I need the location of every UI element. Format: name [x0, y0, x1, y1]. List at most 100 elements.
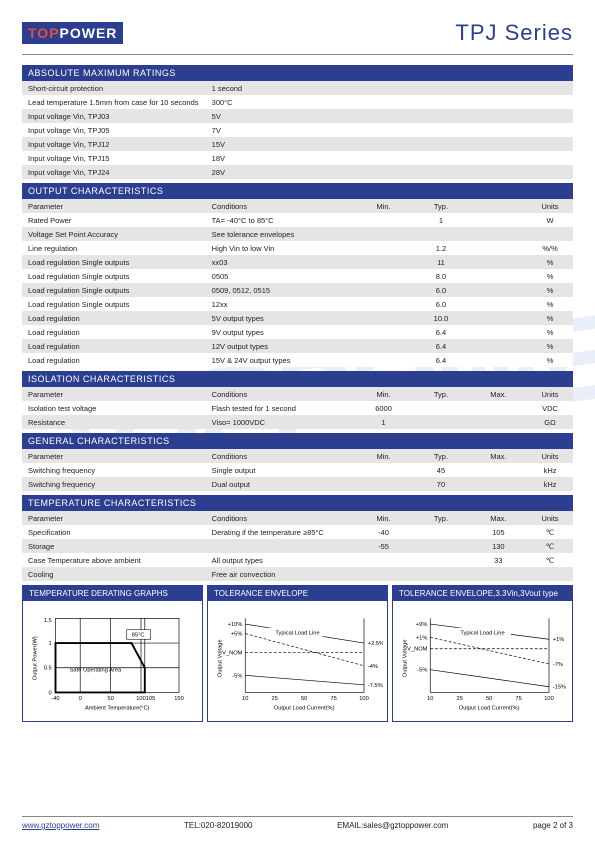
table-header-cell: Min.	[355, 387, 412, 401]
table-cell: Line regulation	[22, 241, 206, 255]
table-cell: ℃	[527, 553, 573, 567]
table-cell: -55	[355, 539, 412, 553]
logo-power: POWER	[60, 25, 118, 41]
svg-text:50: 50	[486, 696, 492, 702]
table-cell: GΩ	[527, 415, 573, 429]
table-header-cell: Units	[527, 199, 573, 213]
table-cell: Resistance	[22, 415, 206, 429]
table-cell: ℃	[527, 525, 573, 539]
table-cell	[355, 297, 412, 311]
table-cell: %	[527, 283, 573, 297]
svg-text:+5%: +5%	[231, 631, 243, 637]
table-cell	[355, 241, 412, 255]
table-row: Storage -55 130℃	[22, 539, 573, 553]
table-row: Isolation test voltageFlash tested for 1…	[22, 401, 573, 415]
table-row: Input voltage Vin, TPJ057V	[22, 123, 573, 137]
svg-text:-5%: -5%	[232, 673, 242, 679]
table-cell	[355, 477, 412, 491]
table-header-cell: Units	[527, 449, 573, 463]
table-cell: Derating if the temperature ≥85°C	[206, 525, 355, 539]
table-cell: Input voltage Vin, TPJ24	[22, 165, 206, 179]
table-row: Case Temperature above ambientAll output…	[22, 553, 573, 567]
table-cell: Viso= 1000VDC	[206, 415, 355, 429]
svg-text:Output Voltage: Output Voltage	[403, 639, 409, 677]
table-cell	[355, 553, 412, 567]
table-cell	[470, 255, 527, 269]
table-cell: ℃	[527, 539, 573, 553]
svg-text:+1%: +1%	[553, 637, 565, 643]
derating-soa: Safe Operating Area	[70, 668, 122, 674]
table-cell: %	[527, 353, 573, 367]
table-header-cell: Max.	[470, 511, 527, 525]
svg-text:Typical Load Line: Typical Load Line	[275, 631, 319, 637]
section-header: ABSOLUTE MAXIMUM RATINGS	[22, 65, 573, 81]
table-cell	[412, 165, 469, 179]
table-cell: Flash tested for 1 second	[206, 401, 355, 415]
svg-text:100: 100	[136, 696, 146, 702]
table-cell: Isolation test voltage	[22, 401, 206, 415]
table-header-cell: Conditions	[206, 511, 355, 525]
section-header: GENERAL CHARACTERISTICS	[22, 433, 573, 449]
table-cell	[527, 109, 573, 123]
table-cell: %	[527, 255, 573, 269]
table-cell: Free air convection	[206, 567, 355, 581]
svg-text:+10%: +10%	[228, 622, 243, 628]
table-cell: Load regulation	[22, 325, 206, 339]
table-header-cell: Min.	[355, 511, 412, 525]
table-cell	[527, 81, 573, 95]
table-row: Load regulation9V output types6.4%	[22, 325, 573, 339]
table-cell: High Vin to low Vin	[206, 241, 355, 255]
table-header-cell: Conditions	[206, 387, 355, 401]
table-row: Load regulation15V & 24V output types6.4…	[22, 353, 573, 367]
footer-email: EMAIL:sales@gztoppower.com	[337, 821, 448, 830]
data-table: ParameterConditionsMin.Typ.Max.UnitsSwit…	[22, 449, 573, 491]
table-cell: 10.0	[412, 311, 469, 325]
footer-url[interactable]: www.gztoppower.com	[22, 821, 99, 830]
table-header-cell: Max.	[470, 387, 527, 401]
table-cell	[355, 123, 412, 137]
table-cell: Switching frequency	[22, 477, 206, 491]
series-title: TPJ Series	[455, 20, 573, 46]
svg-text:50: 50	[107, 696, 113, 702]
table-cell: Load regulation Single outputs	[22, 269, 206, 283]
graph-derating-title: TEMPERATURE DERATING GRAPHS	[23, 586, 202, 601]
table-cell: Specification	[22, 525, 206, 539]
svg-text:-40: -40	[51, 696, 59, 702]
table-row: Short-circuit protection1 second	[22, 81, 573, 95]
table-cell	[412, 95, 469, 109]
footer: www.gztoppower.com TEL:020-82019000 EMAI…	[22, 816, 573, 830]
table-cell: Input voltage Vin, TPJ03	[22, 109, 206, 123]
table-header-cell: Typ.	[412, 199, 469, 213]
table-row: Input voltage Vin, TPJ035V	[22, 109, 573, 123]
table-cell: 105	[470, 525, 527, 539]
table-cell: 6.0	[412, 297, 469, 311]
table-cell	[412, 151, 469, 165]
table-cell: %	[527, 311, 573, 325]
table-cell: 130	[470, 539, 527, 553]
table-row: Input voltage Vin, TPJ1518V	[22, 151, 573, 165]
table-cell: xx03	[206, 255, 355, 269]
logo: TOPPOWER	[22, 22, 123, 44]
graphs-row: TEMPERATURE DERATING GRAPHS	[22, 585, 573, 722]
table-cell: 70	[412, 477, 469, 491]
table-cell: See tolerance envelopes	[206, 227, 355, 241]
table-cell: Load regulation Single outputs	[22, 255, 206, 269]
table-cell: VDC	[527, 401, 573, 415]
table-cell	[355, 339, 412, 353]
header: TOPPOWER TPJ Series	[22, 20, 573, 46]
table-cell: Load regulation	[22, 353, 206, 367]
graph-tol2-title: TOLERANCE ENVELOPE,3.3Vin,3Vout type	[393, 586, 572, 601]
section-header: ISOLATION CHARACTERISTICS	[22, 371, 573, 387]
table-cell	[527, 123, 573, 137]
table-cell	[470, 415, 527, 429]
svg-text:-4%: -4%	[368, 664, 378, 670]
table-cell	[412, 567, 469, 581]
table-cell: Storage	[22, 539, 206, 553]
table-cell	[412, 553, 469, 567]
table-row: SpecificationDerating if the temperature…	[22, 525, 573, 539]
table-cell	[527, 95, 573, 109]
table-cell	[355, 311, 412, 325]
table-header-cell: Min.	[355, 449, 412, 463]
table-cell	[355, 165, 412, 179]
table-row: Load regulation12V output types6.4%	[22, 339, 573, 353]
